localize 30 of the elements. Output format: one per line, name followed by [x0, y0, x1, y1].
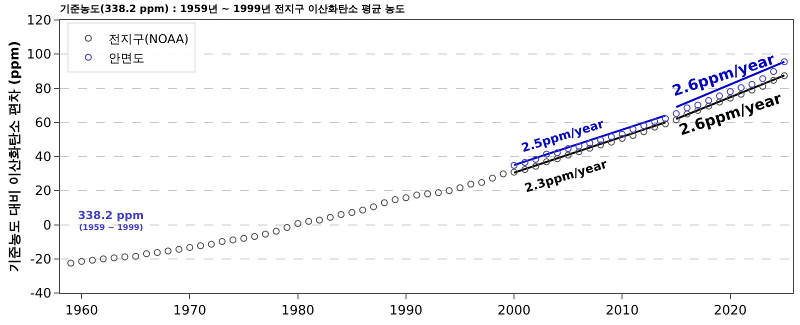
x-tick-label: 1980	[281, 304, 314, 319]
legend-label: 안면도	[108, 50, 144, 65]
point	[780, 58, 788, 66]
point	[640, 122, 648, 130]
x-tick-label: 1970	[173, 304, 206, 319]
y-tick-label: 0	[43, 218, 52, 234]
annotation: (1959 ~ 1999)	[79, 223, 144, 232]
y-tick-label: 40	[34, 150, 52, 166]
y-tick-label: -20	[30, 252, 52, 268]
annotation: 338.2 ppm	[78, 209, 144, 222]
y-tick-label: 100	[26, 48, 52, 63]
x-tick-label: 2020	[714, 304, 747, 319]
x-tick-label: 1990	[389, 304, 423, 319]
point	[651, 118, 658, 126]
chart-title: 기준농도(338.2 ppm) : 1959년 ~ 1999년 전지구 이산화탄소 평균 농도	[60, 4, 405, 15]
x-tick-label: 1960	[65, 304, 98, 319]
y-tick-label: 120	[26, 14, 52, 29]
x-tick-label: 2010	[606, 304, 639, 319]
point	[662, 115, 669, 122]
y-axis-title: 기준농도 대비 이산화탄소 편차 (ppm)	[8, 40, 23, 272]
y-tick-label: 20	[34, 184, 52, 200]
y-tick-label: 80	[34, 82, 52, 97]
point	[510, 162, 518, 169]
y-tick-label: -40	[30, 286, 52, 302]
y-tick-label: 60	[34, 116, 52, 131]
legend-label: 전지구(NOAA)	[108, 32, 189, 46]
point	[629, 126, 636, 133]
point	[608, 133, 615, 140]
x-tick-label: 2000	[498, 304, 531, 319]
point	[618, 130, 626, 138]
